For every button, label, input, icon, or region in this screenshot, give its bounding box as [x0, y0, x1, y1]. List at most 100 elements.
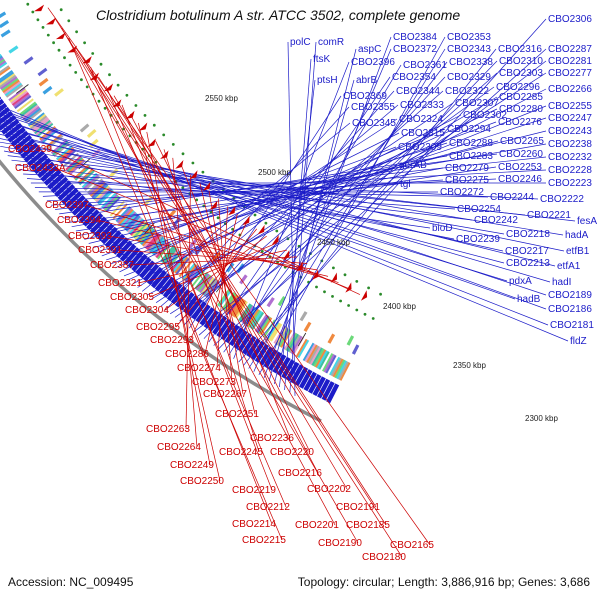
gene-label: CBO2315 — [401, 128, 445, 139]
cog-block — [0, 63, 9, 72]
gene-label: CBO2361 — [403, 60, 447, 71]
dot-mark — [152, 123, 156, 127]
forward-gene-block — [54, 180, 72, 198]
gene-label: CBO2267 — [203, 389, 247, 400]
cog-block — [314, 349, 327, 368]
cog-block — [306, 344, 318, 363]
forward-gene-block — [154, 273, 171, 292]
gene-label: CBO2273 — [192, 377, 236, 388]
forward-leader-line — [160, 104, 399, 307]
feature-block — [327, 333, 336, 344]
cog-block — [332, 358, 344, 378]
cog-block — [216, 288, 231, 307]
cog-block — [63, 154, 81, 169]
gene-label: CBO2254 — [457, 204, 501, 215]
gene-label: CBO2321 — [98, 278, 142, 289]
dot-mark — [231, 227, 235, 231]
cog-block — [259, 317, 273, 336]
forward-gene-block — [191, 301, 207, 320]
gene-label: CBO2283 — [449, 151, 493, 162]
gene-label: tgl — [400, 179, 411, 190]
cog-block — [200, 277, 215, 295]
gene-label: CBO2212 — [246, 502, 290, 513]
reverse-leader-line — [107, 235, 318, 271]
gene-label: CBO2439 — [8, 144, 52, 155]
cog-block — [311, 347, 323, 366]
cog-block — [131, 220, 147, 237]
forward-leader-line — [268, 79, 355, 382]
gene-label: CBO2220 — [270, 447, 314, 458]
cog-block — [122, 212, 138, 229]
dot-mark — [323, 290, 326, 294]
dot-mark — [181, 186, 185, 190]
tick-mark — [297, 332, 307, 347]
forward-gene-block — [0, 106, 11, 119]
cog-block — [7, 85, 25, 100]
gene-label: etfB1 — [566, 246, 590, 257]
forward-leader-line — [119, 132, 400, 273]
cog-block — [105, 196, 121, 213]
gene-label: CBO2354 — [392, 72, 436, 83]
dot-mark — [57, 48, 61, 52]
forward-leader-line — [0, 117, 516, 300]
dot-mark — [216, 216, 220, 220]
cog-block — [278, 328, 291, 347]
reverse-gene-arrow — [330, 272, 337, 283]
reverse-leader-line — [137, 249, 287, 284]
cog-block — [22, 106, 40, 121]
gene-label: CBO2391 — [78, 245, 122, 256]
feature-block — [299, 311, 308, 322]
forward-gene-block — [263, 348, 278, 369]
dot-mark — [80, 78, 83, 82]
dot-mark — [347, 304, 350, 307]
forward-leader-line — [0, 108, 549, 326]
dot-mark — [143, 114, 147, 117]
gene-label: CBO2202 — [307, 484, 351, 495]
cog-block — [241, 305, 255, 324]
cog-block — [221, 292, 235, 310]
dot-mark — [74, 71, 78, 74]
gene-label: CBO2343 — [447, 44, 491, 55]
cog-block — [128, 218, 144, 235]
cog-block — [109, 200, 125, 217]
cog-block — [316, 350, 328, 369]
cog-block — [20, 102, 38, 117]
gene-label: CBO2285 — [499, 92, 543, 103]
forward-gene-block — [1, 118, 20, 135]
gene-label: CBO2214 — [232, 519, 276, 530]
reverse-gene-arrow — [160, 150, 169, 159]
forward-leader-line — [0, 141, 564, 236]
cog-block — [339, 362, 351, 381]
forward-gene-block — [241, 335, 257, 355]
tick-label-2500: 2500 kbp — [258, 168, 291, 177]
gene-label: CBO2186 — [548, 304, 592, 315]
cog-block — [283, 331, 296, 350]
gene-label: CBO2303 — [499, 68, 543, 79]
dot-mark — [91, 52, 95, 55]
dot-mark — [363, 312, 367, 316]
forward-gene-block — [321, 381, 335, 401]
gene-label: CBO2372 — [393, 44, 437, 55]
dot-mark — [36, 18, 40, 22]
gene-label: CBO2218 — [506, 229, 550, 240]
dot-mark — [52, 41, 55, 45]
tick-label-2400: 2400 kbp — [383, 302, 416, 311]
cog-block — [99, 191, 116, 207]
gene-label: CBO2275 — [445, 175, 489, 186]
gene-label: CBO2216 — [278, 468, 322, 479]
cog-block — [191, 269, 205, 287]
gene-label: CBO2228 — [548, 165, 592, 176]
forward-gene-block — [97, 223, 115, 241]
cog-block — [87, 178, 103, 194]
gene-label: CBO2274 — [177, 363, 221, 374]
forward-gene-block — [89, 216, 107, 234]
feature-block — [226, 262, 235, 273]
forward-gene-block — [312, 376, 326, 397]
gene-label: CBO2279 — [445, 163, 489, 174]
reverse-leader-line — [149, 242, 277, 298]
dot-mark — [379, 292, 382, 296]
tick-label-2550: 2550 kbp — [205, 94, 238, 103]
dot-mark — [97, 99, 101, 103]
reverse-leader-line — [189, 221, 248, 341]
cog-block — [327, 355, 339, 375]
